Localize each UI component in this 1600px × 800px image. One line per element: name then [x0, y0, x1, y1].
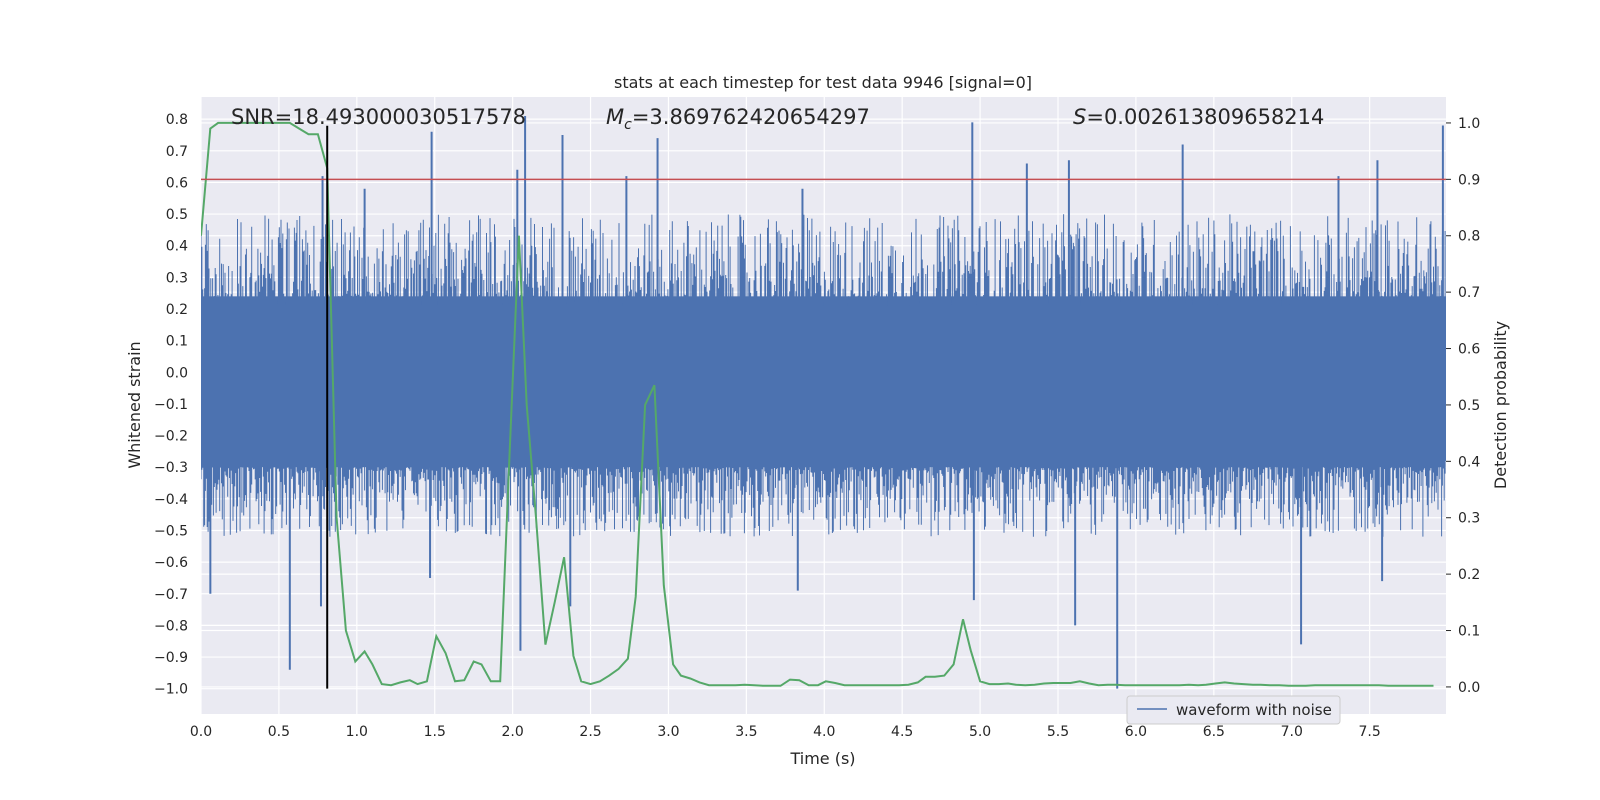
x-tick-label: 6.0 [1125, 724, 1147, 740]
x-tick-label: 0.5 [268, 724, 290, 740]
y-left-tick-label: 0.7 [166, 144, 188, 160]
y-right-tick-label: 0.9 [1458, 172, 1480, 188]
y-left-tick-label: 0.6 [166, 175, 188, 191]
y-axis-left: 0.8 0.7 0.6 0.5 0.4 0.3 0.2 0.1 0.0 −0.1 −0.2 −0.3 −… [154, 112, 188, 698]
y-left-tick-label: −0.4 [154, 492, 188, 508]
x-tick-label: 0.0 [190, 724, 212, 740]
y-left-tick-label: 0.3 [166, 270, 188, 286]
y-left-tick-label: −1.0 [154, 682, 188, 698]
x-tick-label: 3.5 [735, 724, 757, 740]
y-left-tick-label: 0.8 [166, 112, 188, 128]
x-tick-label: 5.0 [969, 724, 991, 740]
y-right-tick-label: 0.2 [1458, 567, 1480, 583]
y-right-tick-label: 0.1 [1458, 624, 1480, 640]
y-axis-label-left: Whitened strain [125, 341, 144, 468]
y-left-tick-label: −0.3 [154, 460, 188, 476]
x-axis: 0.0 0.5 1.0 1.5 2.0 2.5 3.0 3.5 4.0 4.5 5.0 5.5 6.0 6… [190, 724, 1381, 740]
y-left-tick-label: −0.5 [154, 523, 188, 539]
y-left-tick-label: 0.5 [166, 207, 188, 223]
chart-title: stats at each timestep for test data 994… [614, 73, 1032, 92]
stat-annotation: S=0.002613809658214 [1073, 105, 1324, 129]
x-axis-label: Time (s) [789, 749, 855, 768]
y-right-tick-label: 1.0 [1458, 116, 1480, 132]
annotations: SNR=18.493000030517578 Mc=3.869762420654… [231, 105, 1324, 133]
waveform-noise [201, 214, 1446, 537]
x-tick-label: 5.5 [1047, 724, 1069, 740]
y-left-tick-label: 0.2 [166, 302, 188, 318]
y-right-tick-label: 0.5 [1458, 398, 1480, 414]
y-left-tick-label: −0.1 [154, 397, 188, 413]
x-tick-label: 1.0 [346, 724, 368, 740]
x-tick-label: 4.0 [813, 724, 835, 740]
y-right-tick-label: 0.0 [1458, 680, 1480, 696]
x-tick-label: 7.0 [1281, 724, 1303, 740]
y-left-tick-label: −0.2 [154, 429, 188, 445]
y-left-tick-label: 0.0 [166, 365, 188, 381]
reference-lines [201, 125, 1446, 689]
y-left-tick-label: −0.8 [154, 618, 188, 634]
y-axis-label-right: Detection probability [1491, 321, 1510, 489]
y-axis-right: 1.0 0.9 0.8 0.7 0.6 0.5 0.4 0.3 0.2 0.1 0.0 [1446, 116, 1480, 696]
x-tick-label: 4.5 [891, 724, 913, 740]
legend: waveform with noise [1126, 695, 1341, 725]
chirp-mass-annotation: Mc=3.869762420654297 [606, 105, 870, 133]
y-right-tick-label: 0.3 [1458, 511, 1480, 527]
legend-box [1126, 695, 1341, 725]
y-left-tick-label: 0.1 [166, 334, 188, 350]
probability-line [201, 121, 1434, 687]
y-right-tick-label: 0.7 [1458, 285, 1480, 301]
x-tick-label: 2.5 [579, 724, 601, 740]
probability-series [201, 121, 1434, 687]
legend-label: waveform with noise [1176, 701, 1332, 719]
x-tick-label: 6.5 [1203, 724, 1225, 740]
x-tick-label: 3.0 [657, 724, 679, 740]
x-tick-label: 1.5 [424, 724, 446, 740]
x-tick-label: 7.5 [1359, 724, 1381, 740]
y-left-tick-label: 0.4 [166, 239, 188, 255]
snr-annotation: SNR=18.493000030517578 [231, 105, 526, 129]
y-right-tick-label: 0.6 [1458, 342, 1480, 358]
y-right-tick-label: 0.8 [1458, 229, 1480, 245]
y-left-tick-label: −0.9 [154, 650, 188, 666]
waveform-series [201, 115, 1446, 689]
y-left-tick-label: −0.6 [154, 555, 188, 571]
x-tick-label: 2.0 [502, 724, 524, 740]
y-left-tick-label: −0.7 [154, 587, 188, 603]
y-right-tick-label: 0.4 [1458, 454, 1480, 470]
